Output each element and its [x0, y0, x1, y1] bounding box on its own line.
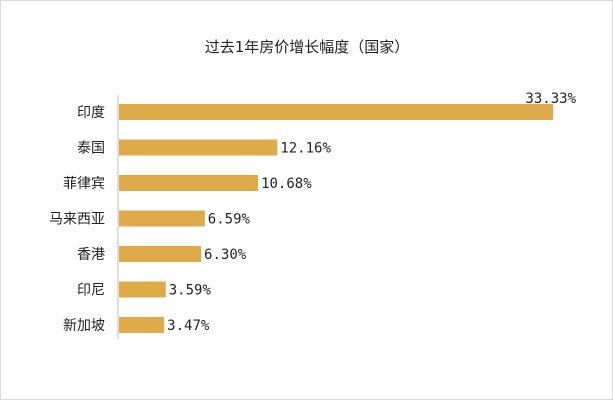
category-label-2: 菲律宾: [63, 176, 105, 192]
value-label-2: 10.68%: [261, 176, 312, 192]
category-label-0: 印度: [77, 105, 105, 121]
chart-title: 过去1年房价增长幅度（国家）: [205, 38, 410, 56]
value-label-1: 12.16%: [280, 141, 331, 157]
value-label-5: 3.59%: [169, 283, 212, 299]
bar-0: [119, 104, 553, 120]
bar-1: [119, 139, 278, 156]
category-label-5: 印尼: [77, 283, 105, 299]
bar-5: [119, 281, 166, 298]
bar-4: [119, 246, 202, 262]
value-label-6: 3.47%: [167, 318, 210, 334]
category-label-3: 马来西亚: [49, 212, 105, 228]
category-label-4: 香港: [77, 247, 105, 263]
value-label-4: 6.30%: [204, 247, 247, 263]
bar-3: [119, 210, 205, 227]
bar-2: [119, 175, 259, 191]
value-label-0: 33.33%: [525, 91, 576, 107]
category-label-6: 新加坡: [63, 318, 105, 334]
bars-group: 印度 33.33% 泰国 12.16% 菲律宾 10.68% 马来西亚 6.59% 香港 6.30…: [49, 91, 577, 334]
category-label-1: 泰国: [77, 141, 105, 157]
value-label-3: 6.59%: [208, 212, 251, 228]
bar-6: [119, 317, 165, 333]
